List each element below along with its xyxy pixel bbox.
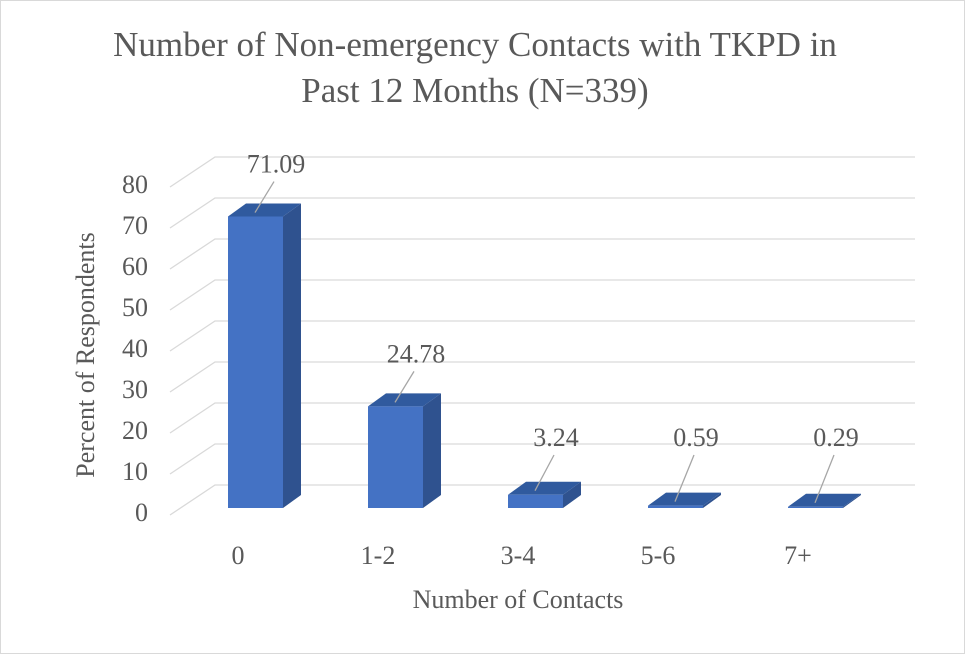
- grid-line: [169, 279, 915, 311]
- bar-side: [423, 393, 441, 508]
- x-tick-label: 5-6: [641, 541, 676, 570]
- bar-front: [648, 505, 703, 508]
- bar-front: [368, 406, 423, 508]
- bar-side: [843, 493, 861, 508]
- x-tick-label: 0: [232, 541, 245, 570]
- x-tick-label: 3-4: [501, 541, 536, 570]
- chart-title: Number of Non-emergency Contacts with TK…: [113, 25, 837, 110]
- grid-line: [169, 443, 915, 475]
- leader-line: [674, 454, 695, 502]
- bar-top: [648, 492, 721, 506]
- grid-line: [169, 320, 915, 352]
- y-axis-title: Percent of Respondents: [71, 232, 100, 478]
- bar: [788, 493, 861, 508]
- y-tick-label: 60: [122, 252, 148, 281]
- x-axis-title: Number of Contacts: [413, 585, 624, 614]
- leader-line: [534, 454, 555, 492]
- bar-top: [508, 481, 581, 495]
- bar: [508, 481, 581, 508]
- data-label: 24.78: [387, 339, 446, 368]
- data-label: 71.09: [247, 149, 306, 178]
- y-tick-label: 0: [135, 498, 148, 527]
- y-tick-label: 20: [122, 416, 148, 445]
- grid-line: [169, 361, 915, 393]
- bar-front: [788, 506, 843, 508]
- grid-line: [169, 156, 915, 188]
- leader-line: [394, 371, 415, 403]
- y-tick-label: 80: [122, 170, 148, 199]
- data-label: 3.24: [533, 423, 579, 452]
- bar-top: [368, 393, 441, 407]
- bar: [228, 203, 301, 508]
- x-tick-label: 7+: [784, 541, 812, 570]
- grid-line: [169, 197, 915, 229]
- data-label: 0.59: [673, 423, 719, 452]
- data-label: 0.29: [813, 423, 859, 452]
- y-tick-label: 40: [122, 334, 148, 363]
- bar-side: [283, 203, 301, 508]
- bar: [648, 492, 721, 508]
- bar-side: [563, 481, 581, 508]
- bar-side: [703, 492, 721, 508]
- grid-line: [169, 402, 915, 434]
- leader-line: [254, 181, 275, 213]
- y-tick-label: 10: [122, 457, 148, 486]
- bar: [368, 393, 441, 508]
- grid-line: [169, 238, 915, 270]
- bar-top: [228, 203, 301, 217]
- y-tick-label: 70: [122, 211, 148, 240]
- x-tick-label: 1-2: [361, 541, 396, 570]
- y-tick-label: 50: [122, 293, 148, 322]
- bar-front: [508, 494, 563, 508]
- y-tick-label: 30: [122, 375, 148, 404]
- bar-top: [788, 493, 861, 507]
- leader-line: [814, 454, 835, 504]
- bar-front: [228, 216, 283, 508]
